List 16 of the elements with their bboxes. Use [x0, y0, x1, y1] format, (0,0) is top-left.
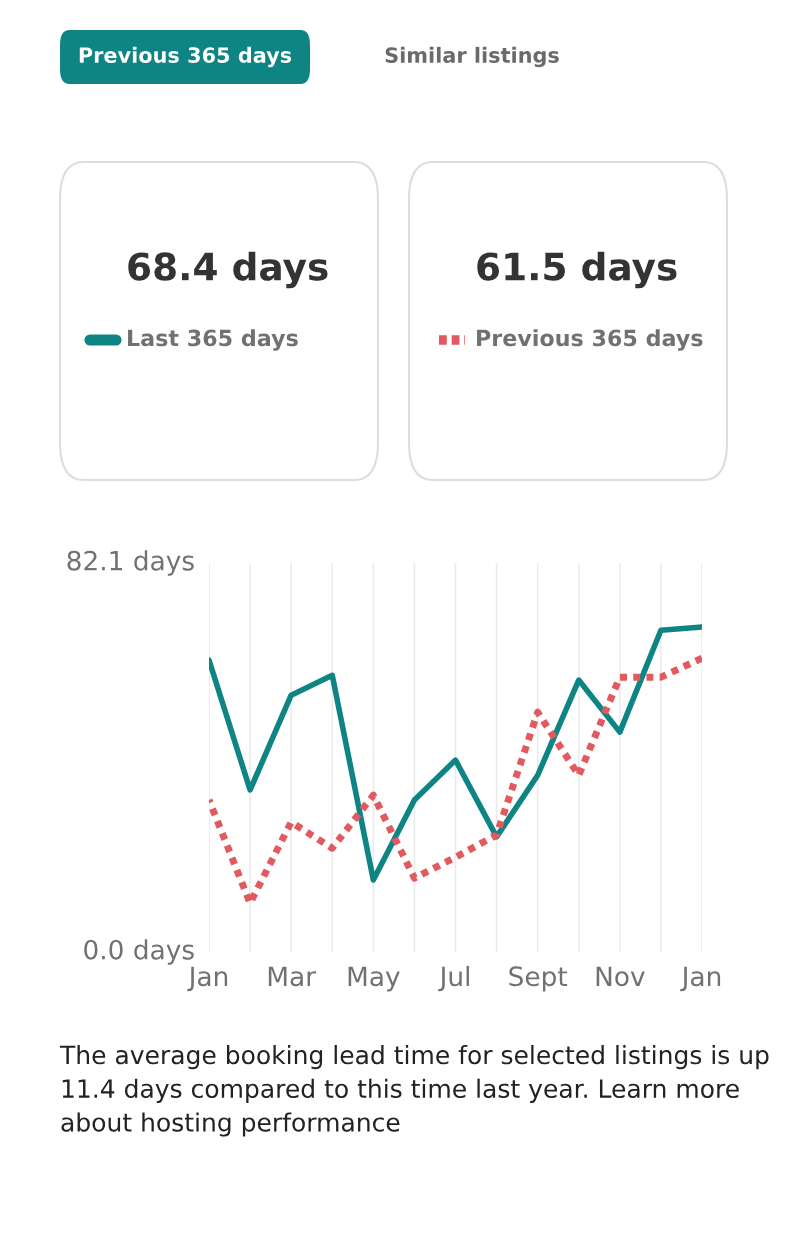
text: Similar listings [385, 46, 559, 68]
text: 68.4 days [128, 251, 328, 289]
text: The average booking lead time for selected listings is up 11.4 days compared to this time last year. Learn more about hosting performance [59, 1045, 769, 1137]
x-tick-label: Mar [268, 966, 317, 987]
x-tick-label: Sept [509, 966, 568, 992]
legend-label: Last 365 days [128, 329, 298, 351]
x-tick-label: Nov [596, 966, 645, 987]
legend-label: Previous 365 days [477, 329, 703, 351]
x-tick-label: Jan [680, 966, 721, 992]
x-tick-label: Jul [438, 965, 469, 992]
y-tick-label: 0.0 days [84, 939, 194, 965]
text: 61.5 days [477, 251, 677, 289]
y-tick-label: 82.1 days [67, 550, 194, 576]
x-tick-label: May [348, 966, 400, 992]
text: Previous 365 days [79, 46, 292, 68]
x-tick-label: Jan [187, 966, 228, 992]
